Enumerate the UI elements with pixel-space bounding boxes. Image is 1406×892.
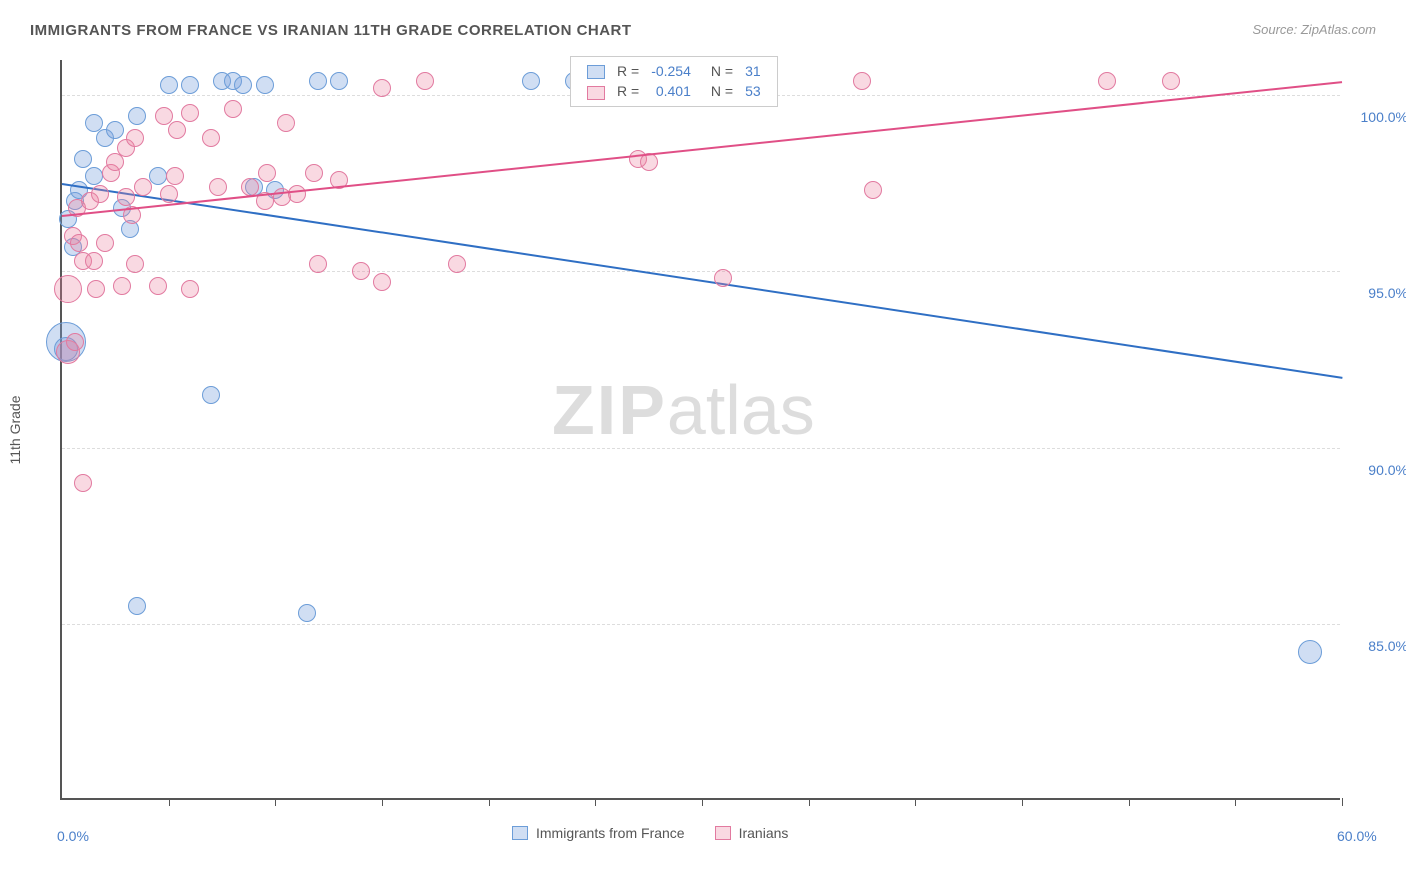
data-point: [74, 474, 92, 492]
y-tick-label: 100.0%: [1361, 109, 1406, 125]
chart-title: IMMIGRANTS FROM FRANCE VS IRANIAN 11TH G…: [30, 22, 632, 39]
data-point: [149, 167, 167, 185]
data-point: [1298, 640, 1322, 664]
data-point: [209, 178, 227, 196]
data-point: [54, 275, 82, 303]
data-point: [373, 79, 391, 97]
gridline: [62, 624, 1340, 625]
data-point: [298, 604, 316, 622]
data-point: [160, 185, 178, 203]
gridline: [62, 271, 1340, 272]
correlation-legend: R =-0.254N =31R =0.401N =53: [570, 56, 778, 107]
data-point: [305, 164, 323, 182]
data-point: [168, 121, 186, 139]
data-point: [1098, 72, 1116, 90]
legend-item: Immigrants from France: [512, 825, 685, 841]
data-point: [522, 72, 540, 90]
x-tick: [915, 798, 916, 806]
x-tick: [169, 798, 170, 806]
data-point: [66, 333, 84, 351]
x-tick-label: 0.0%: [57, 828, 89, 844]
x-tick: [489, 798, 490, 806]
y-tick-label: 90.0%: [1368, 462, 1406, 478]
data-point: [309, 255, 327, 273]
watermark: ZIPatlas: [552, 370, 815, 450]
plot-area: ZIPatlas 85.0%90.0%95.0%100.0%0.0%60.0%R…: [60, 60, 1340, 800]
data-point: [85, 167, 103, 185]
data-point: [87, 280, 105, 298]
data-point: [128, 597, 146, 615]
x-tick: [382, 798, 383, 806]
data-point: [202, 129, 220, 147]
data-point: [234, 76, 252, 94]
x-tick-label: 60.0%: [1337, 828, 1377, 844]
data-point: [309, 72, 327, 90]
data-point: [241, 178, 259, 196]
data-point: [352, 262, 370, 280]
data-point: [181, 76, 199, 94]
x-tick: [1342, 798, 1343, 806]
data-point: [85, 252, 103, 270]
data-point: [277, 114, 295, 132]
x-tick: [809, 798, 810, 806]
data-point: [256, 76, 274, 94]
data-point: [126, 255, 144, 273]
x-tick: [275, 798, 276, 806]
data-point: [1162, 72, 1180, 90]
data-point: [373, 273, 391, 291]
x-tick: [595, 798, 596, 806]
data-point: [126, 129, 144, 147]
data-point: [181, 104, 199, 122]
data-point: [258, 164, 276, 182]
data-point: [70, 234, 88, 252]
data-point: [202, 386, 220, 404]
series-legend: Immigrants from France Iranians: [512, 825, 788, 841]
data-point: [74, 150, 92, 168]
data-point: [416, 72, 434, 90]
data-point: [166, 167, 184, 185]
data-point: [96, 234, 114, 252]
data-point: [853, 72, 871, 90]
y-tick-label: 85.0%: [1368, 638, 1406, 654]
gridline: [62, 448, 1340, 449]
data-point: [288, 185, 306, 203]
data-point: [448, 255, 466, 273]
data-point: [160, 76, 178, 94]
data-point: [134, 178, 152, 196]
y-axis-label: 11th Grade: [7, 395, 23, 464]
data-point: [91, 185, 109, 203]
data-point: [330, 72, 348, 90]
x-tick: [1129, 798, 1130, 806]
trend-line: [62, 183, 1342, 379]
data-point: [714, 269, 732, 287]
watermark-rest: atlas: [667, 371, 815, 449]
data-point: [864, 181, 882, 199]
watermark-bold: ZIP: [552, 371, 667, 449]
data-point: [181, 280, 199, 298]
x-tick: [702, 798, 703, 806]
source-attribution: Source: ZipAtlas.com: [1252, 22, 1376, 37]
data-point: [224, 100, 242, 118]
data-point: [117, 188, 135, 206]
data-point: [128, 107, 146, 125]
legend-item: Iranians: [715, 825, 789, 841]
x-tick: [1022, 798, 1023, 806]
x-tick: [1235, 798, 1236, 806]
data-point: [106, 121, 124, 139]
y-tick-label: 95.0%: [1368, 285, 1406, 301]
data-point: [113, 277, 131, 295]
data-point: [149, 277, 167, 295]
